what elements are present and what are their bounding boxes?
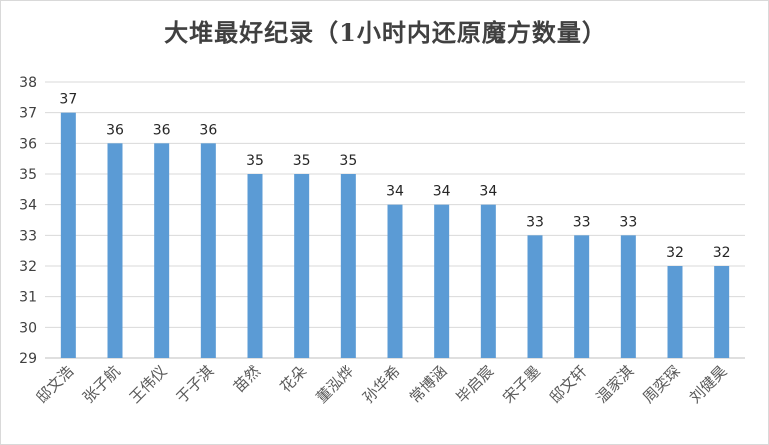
bar — [527, 235, 543, 358]
y-tick-label: 38 — [19, 75, 37, 91]
data-label: 33 — [573, 214, 591, 230]
data-label: 35 — [339, 153, 357, 169]
y-tick-label: 36 — [19, 136, 37, 152]
category-label: 花朵 — [277, 362, 311, 396]
data-label: 36 — [106, 122, 124, 138]
data-label: 36 — [199, 122, 217, 138]
bar — [620, 235, 636, 358]
category-label: 温家淇 — [593, 362, 638, 407]
bar — [574, 235, 590, 358]
y-tick-label: 37 — [19, 106, 37, 122]
category-label: 邸文浩 — [33, 362, 78, 407]
data-label: 34 — [386, 184, 404, 200]
y-tick-label: 30 — [19, 320, 37, 336]
category-label: 宋子墨 — [499, 362, 544, 407]
category-label: 邸文轩 — [546, 362, 591, 407]
category-label: 于子淇 — [173, 362, 218, 407]
category-label: 苗然 — [230, 362, 264, 396]
category-label: 常博涵 — [406, 362, 451, 407]
bar — [480, 204, 496, 358]
data-label: 35 — [293, 153, 311, 169]
data-label: 34 — [479, 184, 497, 200]
data-label: 35 — [246, 153, 264, 169]
y-tick-label: 29 — [19, 351, 37, 367]
data-label: 34 — [433, 184, 451, 200]
bar — [107, 143, 123, 358]
bar — [387, 204, 403, 358]
y-tick-label: 33 — [19, 228, 37, 244]
data-label: 33 — [619, 214, 637, 230]
category-label: 刘健昊 — [686, 362, 731, 407]
bar — [434, 204, 450, 358]
bar — [714, 266, 730, 358]
category-label: 周奕琛 — [639, 362, 684, 407]
category-label: 孙华希 — [359, 362, 404, 407]
bar — [247, 174, 263, 358]
bar — [60, 112, 76, 359]
data-label: 37 — [59, 92, 77, 108]
data-label: 32 — [666, 245, 684, 261]
category-label: 王伟仪 — [126, 362, 171, 407]
y-tick-label: 34 — [19, 198, 37, 214]
category-label: 董泓烨 — [313, 362, 358, 407]
y-tick-label: 32 — [19, 259, 37, 275]
data-label: 36 — [153, 122, 171, 138]
data-label: 32 — [713, 245, 731, 261]
bar — [340, 174, 356, 358]
data-label: 33 — [526, 214, 544, 230]
bar — [154, 143, 170, 358]
category-label: 张子航 — [79, 362, 124, 407]
category-label: 毕启宸 — [453, 362, 498, 407]
bar — [200, 143, 216, 358]
y-tick-label: 35 — [19, 167, 37, 183]
bar — [294, 174, 310, 358]
bar — [667, 266, 683, 358]
y-tick-label: 31 — [19, 290, 37, 306]
chart-title: 大堆最好纪录（1小时内还原魔方数量） — [164, 18, 607, 47]
